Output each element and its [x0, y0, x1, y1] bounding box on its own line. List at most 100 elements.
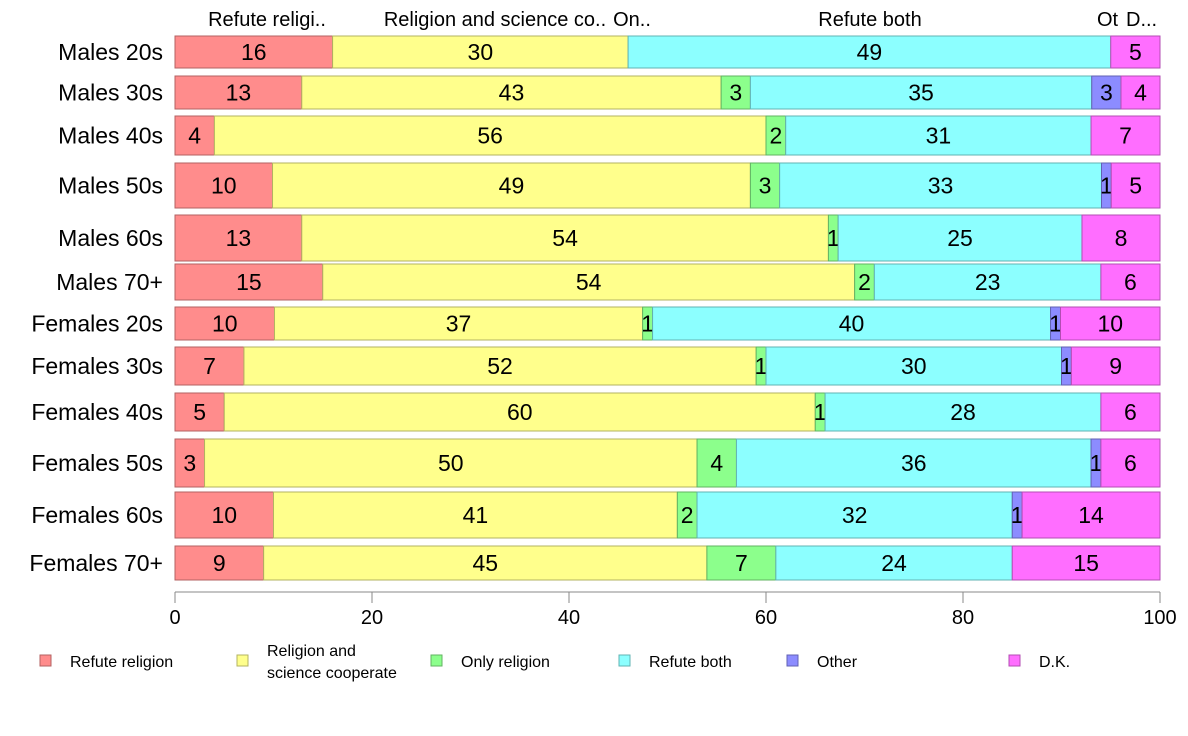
top-label-religion-and-science-co: Religion and science co..: [384, 9, 606, 31]
top-label-refute-both: Refute both: [818, 9, 921, 31]
bar-segment-refute-religion: [174, 491, 274, 539]
data-label: 40: [839, 311, 865, 337]
legend-label: Religion and: [267, 643, 356, 660]
x-tick-label: 0: [169, 607, 180, 629]
bar-row-males-70: 15 54 2 23 6: [174, 263, 1161, 301]
bar-segment-religion-and-science-cooperate: [272, 162, 751, 209]
bar-row-females-20s: 10 37 1 40 1 10: [174, 306, 1161, 341]
top-category-labels: Refute religi.. Religion and science co..…: [208, 9, 1157, 31]
bar-segment-refute-both: [652, 306, 1052, 341]
data-label: 41: [463, 502, 489, 528]
row-label-males-60s: Males 60s: [58, 225, 163, 251]
bar-segment-religion-and-science-cooperate: [301, 75, 722, 110]
legend-swatch: [786, 654, 799, 667]
data-label: 54: [552, 225, 578, 251]
x-tick-label: 20: [361, 607, 383, 629]
bar-segment-refute-religion: [174, 214, 303, 262]
bar-segment-refute-religion: [174, 35, 334, 69]
data-label: 1: [1090, 450, 1103, 476]
data-label: 1: [641, 311, 654, 337]
row-label-males-20s: Males 20s: [58, 39, 163, 65]
legend-swatch: [39, 654, 52, 667]
bar-segment-religion-and-science-cooperate: [301, 214, 829, 262]
data-label: 15: [1073, 550, 1099, 576]
bar-segment-refute-religion: [174, 346, 245, 386]
data-label: 35: [908, 80, 934, 106]
data-label: 54: [576, 269, 602, 295]
x-axis: 0 20 40 60 80 100: [169, 591, 1177, 629]
bar-row-males-30s: 13 43 3 35 3 4: [174, 75, 1161, 110]
data-label: 16: [241, 39, 267, 65]
bar-row-females-60s: 10 41 2 32 1 14: [174, 491, 1161, 539]
data-label: 23: [975, 269, 1001, 295]
bar-segment-d-k: [1011, 545, 1161, 581]
bar-segment-d-k: [1081, 214, 1161, 262]
legend-swatch: [430, 654, 443, 667]
data-label: 25: [947, 225, 973, 251]
bar-segment-religion-and-science-cooperate: [263, 545, 708, 581]
bar-segment-refute-both: [749, 75, 1093, 110]
top-label-ot: Ot: [1097, 9, 1119, 31]
x-tick-label: 60: [755, 607, 777, 629]
data-label: 49: [499, 173, 525, 199]
legend-label: Other: [817, 654, 858, 671]
bar-segment-refute-religion: [174, 392, 225, 432]
row-label-females-70: Females 70+: [29, 550, 163, 576]
bar-segment-religion-and-science-cooperate: [273, 491, 678, 539]
bar-segment-only-religion: [696, 438, 737, 488]
data-label: 5: [1129, 39, 1142, 65]
legend: Refute religion Religion and science coope…: [39, 643, 1070, 682]
bar-row-males-40s: 4 56 2 31 7: [174, 115, 1161, 156]
legend-label: Refute religion: [70, 654, 173, 671]
bar-segment-d-k: [1090, 115, 1161, 156]
top-label-refute-religi: Refute religi..: [208, 9, 326, 31]
bar-segment-refute-religion: [174, 75, 303, 110]
data-label: 2: [681, 502, 694, 528]
data-label: 30: [468, 39, 494, 65]
data-label: 3: [183, 450, 196, 476]
legend-swatch: [1008, 654, 1021, 667]
data-label: 1: [1060, 353, 1073, 379]
data-label: 1: [755, 353, 768, 379]
data-label: 7: [203, 353, 216, 379]
bar-segment-only-religion: [706, 545, 777, 581]
row-label-females-40s: Females 40s: [31, 399, 163, 425]
data-label: 9: [1109, 353, 1122, 379]
bar-segment-d-k: [1060, 306, 1161, 341]
bar-segment-d-k: [1100, 263, 1161, 301]
data-label: 2: [858, 269, 871, 295]
data-label: 52: [487, 353, 513, 379]
legend-label: Refute both: [649, 654, 732, 671]
data-label: 1: [814, 399, 827, 425]
data-label: 7: [1119, 123, 1132, 149]
legend-item-other: Other: [786, 654, 858, 671]
data-label: 60: [507, 399, 533, 425]
data-label: 8: [1115, 225, 1128, 251]
legend-swatch: [236, 654, 249, 667]
data-label: 7: [735, 550, 748, 576]
bar-row-males-20s: 16 30 49 5: [174, 35, 1161, 69]
data-label: 36: [901, 450, 927, 476]
top-label-d: D...: [1126, 9, 1157, 31]
data-label: 37: [446, 311, 472, 337]
bar-segment-d-k: [1100, 392, 1161, 432]
data-label: 28: [950, 399, 976, 425]
bar-segment-refute-both: [775, 545, 1013, 581]
data-label: 13: [226, 80, 252, 106]
legend-item-refute-religion: Refute religion: [39, 654, 173, 671]
data-label: 6: [1124, 269, 1137, 295]
bar-segment-religion-and-science-cooperate: [213, 115, 767, 156]
data-label: 14: [1078, 502, 1104, 528]
bar-row-males-60s: 13 54 1 25 8: [174, 214, 1161, 262]
x-tick-label: 40: [558, 607, 580, 629]
data-label: 32: [842, 502, 868, 528]
bar-row-females-70: 9 45 7 24 15: [174, 545, 1161, 581]
legend-item-d-k: D.K.: [1008, 654, 1070, 671]
bar-segment-d-k: [1110, 162, 1161, 209]
bar-segment-religion-and-science-cooperate: [204, 438, 698, 488]
bar-segment-religion-and-science-cooperate: [273, 306, 644, 341]
data-label: 10: [1097, 311, 1123, 337]
x-tick-label: 100: [1143, 607, 1176, 629]
row-labels: Males 20s Males 30s Males 40s Males 50s Male…: [29, 39, 163, 576]
